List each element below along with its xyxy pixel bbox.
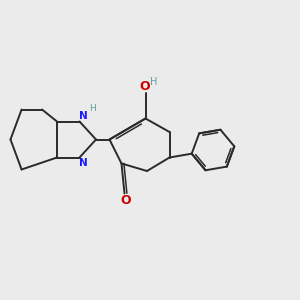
Text: N: N: [79, 111, 88, 121]
Text: O: O: [140, 80, 150, 94]
Text: H: H: [150, 76, 157, 87]
Text: N: N: [79, 158, 88, 169]
Text: H: H: [90, 104, 96, 113]
Text: O: O: [120, 194, 131, 207]
